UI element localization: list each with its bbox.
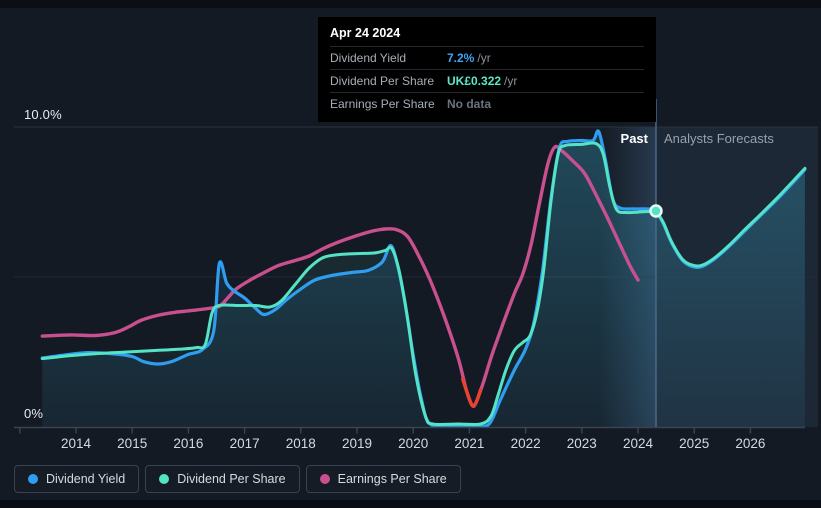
dividend-history-chart[interactable]: 2014 2015 2016 2017 2018 2019 2020 2021 2022 2023… bbox=[0, 0, 821, 460]
x-tick-label: 2025 bbox=[679, 436, 709, 451]
chart-legend: Dividend Yield Dividend Per Share Earnin… bbox=[14, 465, 461, 493]
tooltip-label: Dividend Yield bbox=[330, 51, 407, 65]
tooltip-date: Apr 24 2024 bbox=[330, 26, 401, 40]
earnings-per-share-line bbox=[40, 144, 640, 409]
tooltip-value: No data bbox=[447, 97, 492, 111]
x-tick-label: 2022 bbox=[511, 436, 541, 451]
tooltip-unit: /yr bbox=[477, 51, 491, 65]
x-tick-label: 2016 bbox=[173, 436, 203, 451]
x-tick-label: 2021 bbox=[454, 436, 484, 451]
eps-negative-segment bbox=[461, 377, 483, 408]
x-tick-label: 2024 bbox=[623, 436, 654, 451]
legend-item-dividend-yield[interactable]: Dividend Yield bbox=[14, 465, 140, 493]
legend-item-earnings-per-share[interactable]: Earnings Per Share bbox=[305, 465, 461, 493]
tooltip-unit: /yr bbox=[504, 74, 518, 88]
x-tick-label: 2026 bbox=[735, 436, 765, 451]
x-tick-label: 2020 bbox=[398, 436, 428, 451]
legend-label: Dividend Per Share bbox=[177, 472, 286, 486]
tooltip-value: 7.2% bbox=[447, 51, 475, 65]
dividend-yield-dot-icon bbox=[28, 474, 38, 484]
forecast-region-label: Analysts Forecasts bbox=[664, 131, 774, 146]
dividend-yield-line bbox=[40, 129, 658, 428]
earnings-per-share-dot-icon bbox=[319, 474, 330, 484]
x-tick-label: 2019 bbox=[342, 436, 372, 451]
tooltip-value: UK£0.322 bbox=[447, 74, 502, 88]
y-axis-bottom-label: 0% bbox=[24, 406, 44, 421]
page-edge-top bbox=[0, 0, 821, 8]
legend-label: Dividend Yield bbox=[46, 472, 126, 486]
y-axis-top-label: 10.0% bbox=[24, 107, 62, 122]
chart-tooltip: Apr 24 2024 Dividend Yield 7.2% /yr Divi… bbox=[318, 17, 656, 122]
tooltip-row-earnings-per-share: Earnings Per Share No data bbox=[330, 92, 644, 115]
marker-dot[interactable] bbox=[649, 204, 663, 218]
dividend-per-share-dot-icon bbox=[159, 474, 170, 484]
past-region-label: Past bbox=[620, 131, 648, 146]
x-tick-label: 2023 bbox=[567, 436, 597, 451]
tooltip-label: Dividend Per Share bbox=[330, 74, 435, 88]
x-tick-label: 2018 bbox=[286, 436, 316, 451]
legend-item-dividend-per-share[interactable]: Dividend Per Share bbox=[145, 465, 300, 493]
page-edge-bottom bbox=[0, 500, 821, 508]
x-tick-label: 2015 bbox=[117, 436, 147, 451]
dividend-per-share-line bbox=[40, 141, 658, 427]
x-tick-label: 2014 bbox=[61, 436, 92, 451]
legend-label: Earnings Per Share bbox=[337, 472, 447, 486]
tooltip-row-dividend-yield: Dividend Yield 7.2% /yr bbox=[330, 46, 644, 69]
plot-series-group bbox=[40, 129, 807, 428]
x-tick-label: 2017 bbox=[230, 436, 260, 451]
tooltip-label: Earnings Per Share bbox=[330, 97, 435, 111]
dividend-per-share-area bbox=[42, 142, 805, 427]
dividend-per-share-forecast-line bbox=[654, 166, 807, 268]
tooltip-row-dividend-per-share: Dividend Per Share UK£0.322 /yr bbox=[330, 69, 644, 92]
